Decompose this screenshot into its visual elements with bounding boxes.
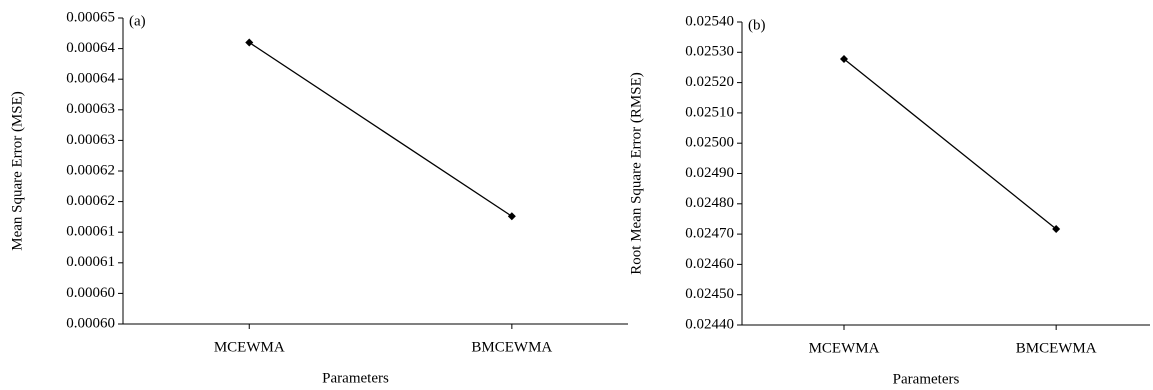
y-tick-label: 0.00060 [66, 285, 115, 301]
panel-label: (b) [748, 17, 766, 33]
point [1052, 224, 1061, 233]
y-tick-label: 0.02440 [685, 316, 734, 332]
y-tick-label: 0.02520 [685, 74, 734, 90]
y-tick-label: 0.00064 [66, 40, 115, 56]
x-tick-label: MCEWMA [214, 339, 285, 355]
y-tick-label: 0.02510 [685, 104, 734, 120]
y-tick-label: 0.02540 [685, 13, 734, 29]
series-line [248, 41, 513, 217]
y-tick-label: 0.00064 [66, 71, 115, 87]
y-tick-label: 0.02530 [685, 44, 734, 60]
x-tick-label: MCEWMA [809, 340, 880, 356]
y-tick-label: 0.02500 [685, 135, 734, 151]
point [840, 54, 848, 63]
y-tick-label: 0.02450 [685, 286, 734, 302]
y-tick-label: 0.00063 [66, 132, 115, 148]
y-axis-label: Mean Square Error (MSE) [9, 91, 25, 251]
x-tick-label: BMCEWMA [1016, 340, 1097, 356]
y-tick-label: 0.00061 [66, 224, 115, 240]
y-tick-label: 0.02470 [685, 226, 734, 242]
y-tick-label: 0.02460 [685, 256, 734, 272]
y-axis-label: Root Mean Square Error (RMSE) [628, 72, 644, 274]
panel-label: (a) [129, 13, 146, 29]
x-axis-label: Parameters [322, 370, 389, 386]
y-tick-label: 0.00060 [66, 315, 115, 331]
y-tick-label: 0.00063 [66, 101, 115, 117]
x-axis-label: Parameters [893, 371, 960, 387]
point [507, 212, 516, 221]
y-tick-label: 0.00062 [66, 193, 115, 209]
y-tick-label: 0.00062 [66, 162, 115, 178]
x-tick-label: BMCEWMA [471, 339, 552, 355]
series-line [843, 58, 1057, 230]
y-tick-label: 0.02480 [685, 195, 734, 211]
y-tick-label: 0.02490 [685, 165, 734, 181]
point [245, 38, 254, 47]
y-tick-label: 0.00061 [66, 254, 115, 270]
y-tick-label: 0.00065 [66, 9, 115, 25]
